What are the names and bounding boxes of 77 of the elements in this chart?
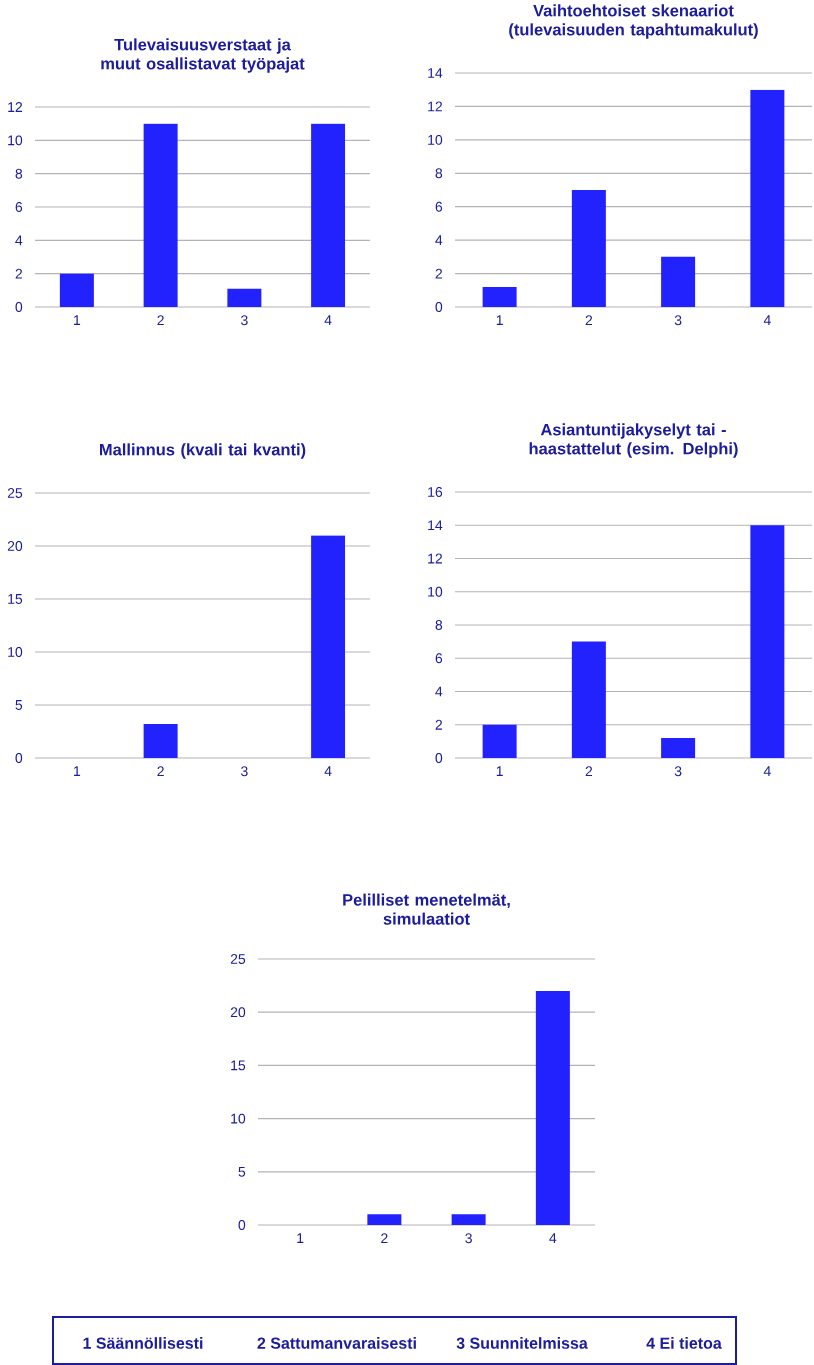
bar: [227, 288, 262, 307]
y-tick-label: 8: [435, 168, 443, 179]
x-tick-label: 1: [496, 315, 503, 325]
y-tick-label: 10: [8, 135, 23, 146]
y-tick-label: 0: [238, 1220, 246, 1230]
y-tick-label: 0: [435, 302, 443, 312]
x-tick-label: 3: [465, 1233, 472, 1244]
y-tick-label: 4: [435, 235, 443, 245]
y-tick-label: 12: [428, 101, 443, 112]
x-tick-label: 1: [74, 766, 81, 776]
text: 3 Suunnitelmissa: [456, 1337, 588, 1349]
x-tick-label: 3: [241, 766, 248, 777]
x-tick-label: 4: [549, 1233, 557, 1243]
y-tick-label: 4: [435, 686, 443, 697]
y-tick-label: 6: [435, 653, 443, 664]
x-tick-label: 2: [585, 315, 593, 326]
bar: [482, 724, 517, 758]
text: 2 Sattumanvaraisesti: [257, 1337, 416, 1349]
bar: [59, 273, 94, 307]
bar: [661, 256, 696, 307]
y-tick-label: 4: [15, 235, 23, 246]
y-tick-label: 0: [15, 302, 23, 312]
x-tick-label: 4: [763, 766, 771, 776]
bar: [750, 89, 785, 307]
y-tick-label: 2: [435, 268, 443, 279]
x-tick-label: 3: [674, 315, 682, 326]
y-tick-label: 5: [238, 1166, 246, 1177]
x-tick-label: 1: [496, 766, 503, 776]
y-tick-label: 10: [428, 586, 443, 597]
y-tick-label: 6: [435, 201, 443, 212]
text: 1 Säännöllisesti: [83, 1337, 203, 1349]
chart-title: Vaihtoehtoiset skenaariot (tulevaisuuden tapahtumakulut): [509, 4, 758, 39]
chart-title: Asiantuntijakyselyt tai -haastattelut (esim. Delphi): [529, 423, 738, 458]
y-tick-label: 5: [15, 700, 23, 710]
y-tick-label: 6: [15, 202, 23, 212]
y-tick-label: 12: [8, 102, 23, 112]
bar: [482, 286, 517, 307]
chart-title: Tulevaisuusverstaat ja muut osallistavat työpajat: [101, 38, 305, 73]
y-tick-label: 0: [435, 753, 443, 763]
y-tick-label: 16: [428, 487, 443, 497]
x-tick-label: 1: [297, 1233, 304, 1243]
y-tick-label: 10: [428, 134, 443, 145]
y-tick-label: 10: [231, 1113, 246, 1124]
y-tick-label: 2: [435, 719, 443, 730]
chart-title: Mallinnus (kvali tai kvanti): [100, 443, 306, 459]
y-tick-label: 8: [15, 168, 23, 179]
x-tick-label: 1: [74, 315, 81, 325]
x-tick-label: 2: [157, 315, 164, 326]
y-tick-label: 8: [435, 620, 443, 630]
y-tick-label: 25: [7, 488, 23, 498]
y-tick-label: 10: [8, 647, 23, 657]
x-tick-label: 2: [585, 766, 593, 777]
y-tick-label: 20: [230, 1007, 246, 1018]
bar: [750, 525, 785, 758]
x-tick-label: 4: [324, 766, 332, 776]
bar: [571, 190, 606, 307]
y-tick-label: 25: [230, 954, 246, 964]
bar: [311, 123, 346, 307]
y-tick-label: 14: [428, 520, 443, 531]
y-tick-label: 20: [7, 541, 23, 551]
bar: [661, 738, 696, 758]
y-tick-label: 14: [428, 68, 443, 78]
x-tick-label: 3: [674, 766, 682, 777]
y-tick-label: 15: [231, 1060, 246, 1071]
x-tick-label: 2: [381, 1233, 388, 1244]
y-tick-label: 15: [8, 594, 23, 604]
bar: [143, 123, 178, 307]
y-tick-label: 0: [15, 753, 23, 763]
x-tick-label: 2: [157, 766, 164, 777]
x-tick-label: 4: [324, 315, 332, 325]
y-tick-label: 12: [428, 553, 443, 564]
x-tick-label: 4: [763, 315, 771, 325]
y-tick-label: 2: [15, 268, 23, 279]
chart-title: Pelilliset menetelmät, simulaatiot: [343, 893, 510, 925]
text: 4 Ei tietoa: [646, 1337, 722, 1349]
x-tick-label: 3: [241, 315, 248, 326]
bar: [571, 641, 606, 758]
